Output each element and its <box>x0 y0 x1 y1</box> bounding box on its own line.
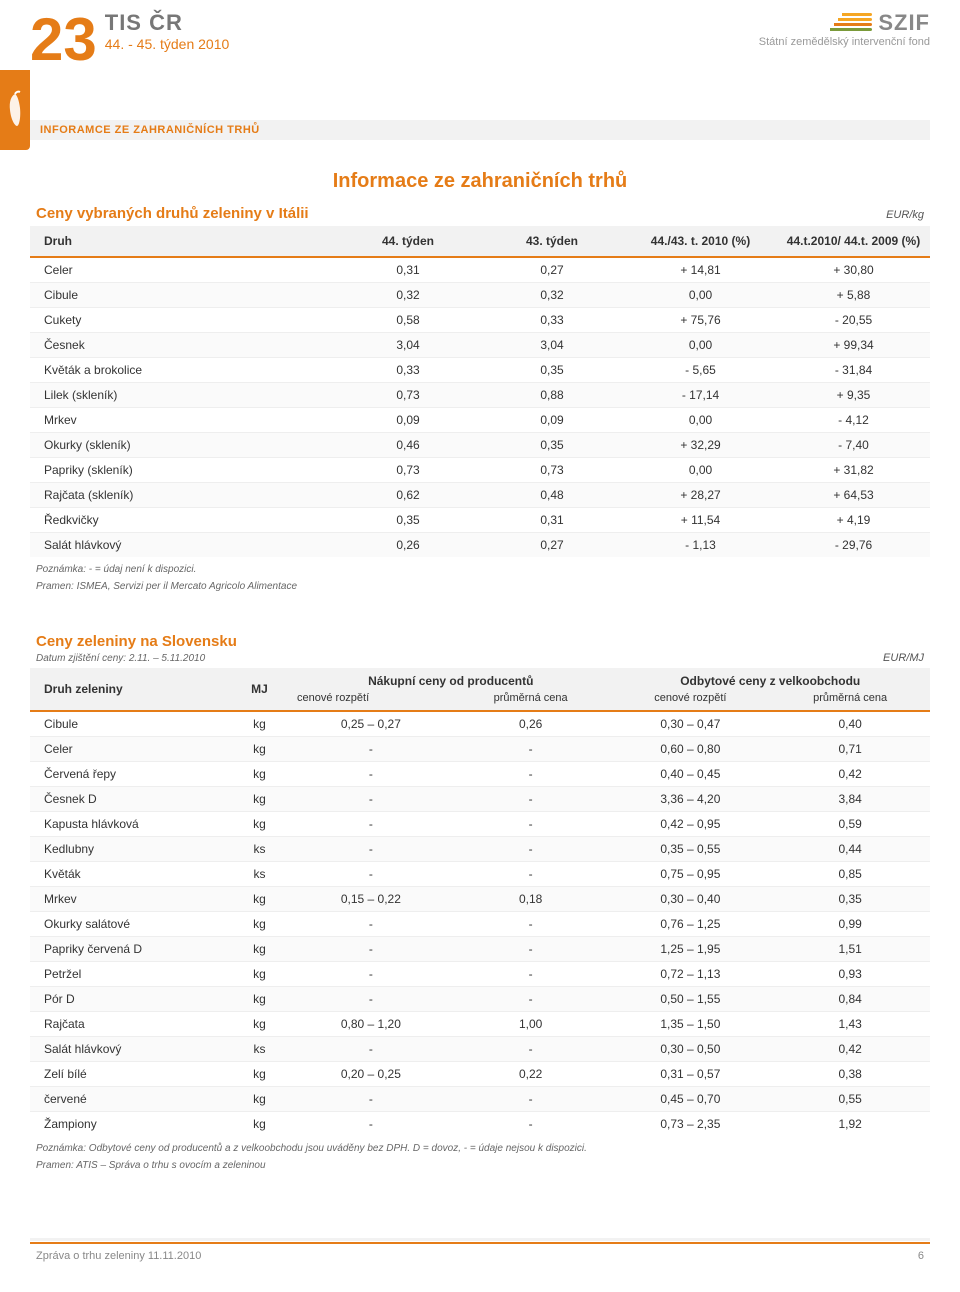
table-row: Rajčatakg0,80 – 1,201,001,35 – 1,501,43 <box>30 1012 930 1037</box>
t2-group-odbyt: Odbytové ceny z velkoobchodu <box>611 668 931 690</box>
table2-date: Datum zjištění ceny: 2.11. – 5.11.2010 <box>36 653 205 664</box>
table1-subtitle: Ceny vybraných druhů zeleniny v Itálii <box>36 205 309 222</box>
table-row: Květákks--0,75 – 0,950,85 <box>30 862 930 887</box>
table-row: Lilek (skleník)0,730,88- 17,14+ 9,35 <box>30 383 930 408</box>
t1-col-4: 44.t.2010/ 44.t. 2009 (%) <box>777 226 930 257</box>
table-row: Kedlubnyks--0,35 – 0,550,44 <box>30 837 930 862</box>
t2-col-druh: Druh zeleniny <box>30 668 228 711</box>
table-row: Rajčata (skleník)0,620,48+ 28,27+ 64,53 <box>30 483 930 508</box>
table-row: Salát hlávkovýks--0,30 – 0,500,42 <box>30 1037 930 1062</box>
table-row: Žampionykg--0,73 – 2,351,92 <box>30 1112 930 1137</box>
table-row: Mrkev0,090,090,00- 4,12 <box>30 408 930 433</box>
table1-note1: Poznámka: - = údaj není k dispozici. <box>36 563 924 576</box>
table-row: Pór Dkg--0,50 – 1,550,84 <box>30 987 930 1012</box>
table-row: Kapusta hlávkovákg--0,42 – 0,950,59 <box>30 812 930 837</box>
table2-unit: EUR/MJ <box>883 652 924 664</box>
logo-left: 23 TIS ČR 44. - 45. týden 2010 <box>30 10 229 70</box>
t1-col-0: Druh <box>30 226 336 257</box>
footer-left: Zpráva o trhu zeleniny 11.11.2010 <box>36 1250 201 1262</box>
slovakia-prices-table: Druh zeleniny MJ Nákupní ceny od produce… <box>30 668 930 1136</box>
t1-col-1: 44. týden <box>336 226 480 257</box>
t2-sub-0: cenové rozpětí <box>291 690 451 711</box>
table-row: Cibule0,320,320,00+ 5,88 <box>30 283 930 308</box>
italy-prices-table: Druh44. týden43. týden44./43. t. 2010 (%… <box>30 226 930 557</box>
table1-unit: EUR/kg <box>886 209 924 221</box>
page-footer: Zpráva o trhu zeleniny 11.11.2010 6 <box>30 1242 930 1262</box>
table-row: Celerkg--0,60 – 0,800,71 <box>30 737 930 762</box>
table-row: Ředkvičky0,350,31+ 11,54+ 4,19 <box>30 508 930 533</box>
table-row: Salát hlávkový0,260,27- 1,13- 29,76 <box>30 533 930 558</box>
table2-note1: Poznámka: Odbytové ceny od producentů a … <box>36 1142 924 1155</box>
t2-col-mj: MJ <box>228 668 291 711</box>
table-row: Červená řepykg--0,40 – 0,450,42 <box>30 762 930 787</box>
table-row: Papriky (skleník)0,730,730,00+ 31,82 <box>30 458 930 483</box>
table-row: Květák a brokolice0,330,35- 5,65- 31,84 <box>30 358 930 383</box>
table-row: Česnek Dkg--3,36 – 4,203,84 <box>30 787 930 812</box>
szif-stripes-icon <box>830 13 872 33</box>
table-row: Celer0,310,27+ 14,81+ 30,80 <box>30 257 930 283</box>
t1-col-3: 44./43. t. 2010 (%) <box>624 226 777 257</box>
logo-right: SZIF Státní zemědělský intervenční fond <box>759 10 930 48</box>
page-header: 23 TIS ČR 44. - 45. týden 2010 SZIF Stát… <box>30 0 930 70</box>
issue-number: 23 <box>30 10 97 70</box>
main-title: Informace ze zahraničních trhů <box>30 170 930 193</box>
brand-text: TIS ČR <box>105 10 230 36</box>
table1-note2: Pramen: ISMEA, Servizi per il Mercato Ag… <box>36 580 924 593</box>
section-band: INFORAMCE ZE ZAHRANIČNÍCH TRHŮ <box>30 120 930 140</box>
table2-title: Ceny zeleniny na Slovensku <box>30 633 930 650</box>
week-range: 44. - 45. týden 2010 <box>105 36 230 52</box>
table-row: Petrželkg--0,72 – 1,130,93 <box>30 962 930 987</box>
t1-col-2: 43. týden <box>480 226 624 257</box>
table-row: Zelí bílékg0,20 – 0,250,220,31 – 0,570,3… <box>30 1062 930 1087</box>
szif-sub: Státní zemědělský intervenční fond <box>759 36 930 48</box>
pepper-icon <box>0 70 30 150</box>
t2-group-nakup: Nákupní ceny od producentů <box>291 668 611 690</box>
table-row: Mrkevkg0,15 – 0,220,180,30 – 0,400,35 <box>30 887 930 912</box>
table-row: Okurky (skleník)0,460,35+ 32,29- 7,40 <box>30 433 930 458</box>
table-row: Okurky salátovékg--0,76 – 1,250,99 <box>30 912 930 937</box>
t2-sub-3: průměrná cena <box>770 690 930 711</box>
footer-page-number: 6 <box>918 1250 924 1262</box>
t2-sub-2: cenové rozpětí <box>611 690 771 711</box>
table-row: červenékg--0,45 – 0,700,55 <box>30 1087 930 1112</box>
table-row: Cukety0,580,33+ 75,76- 20,55 <box>30 308 930 333</box>
szif-main: SZIF <box>878 10 930 36</box>
table-row: Cibulekg0,25 – 0,270,260,30 – 0,470,40 <box>30 711 930 737</box>
table-row: Česnek3,043,040,00+ 99,34 <box>30 333 930 358</box>
t2-sub-1: průměrná cena <box>451 690 611 711</box>
table2-note2: Pramen: ATIS – Správa o trhu s ovocím a … <box>36 1159 924 1172</box>
table-row: Papriky červená Dkg--1,25 – 1,951,51 <box>30 937 930 962</box>
